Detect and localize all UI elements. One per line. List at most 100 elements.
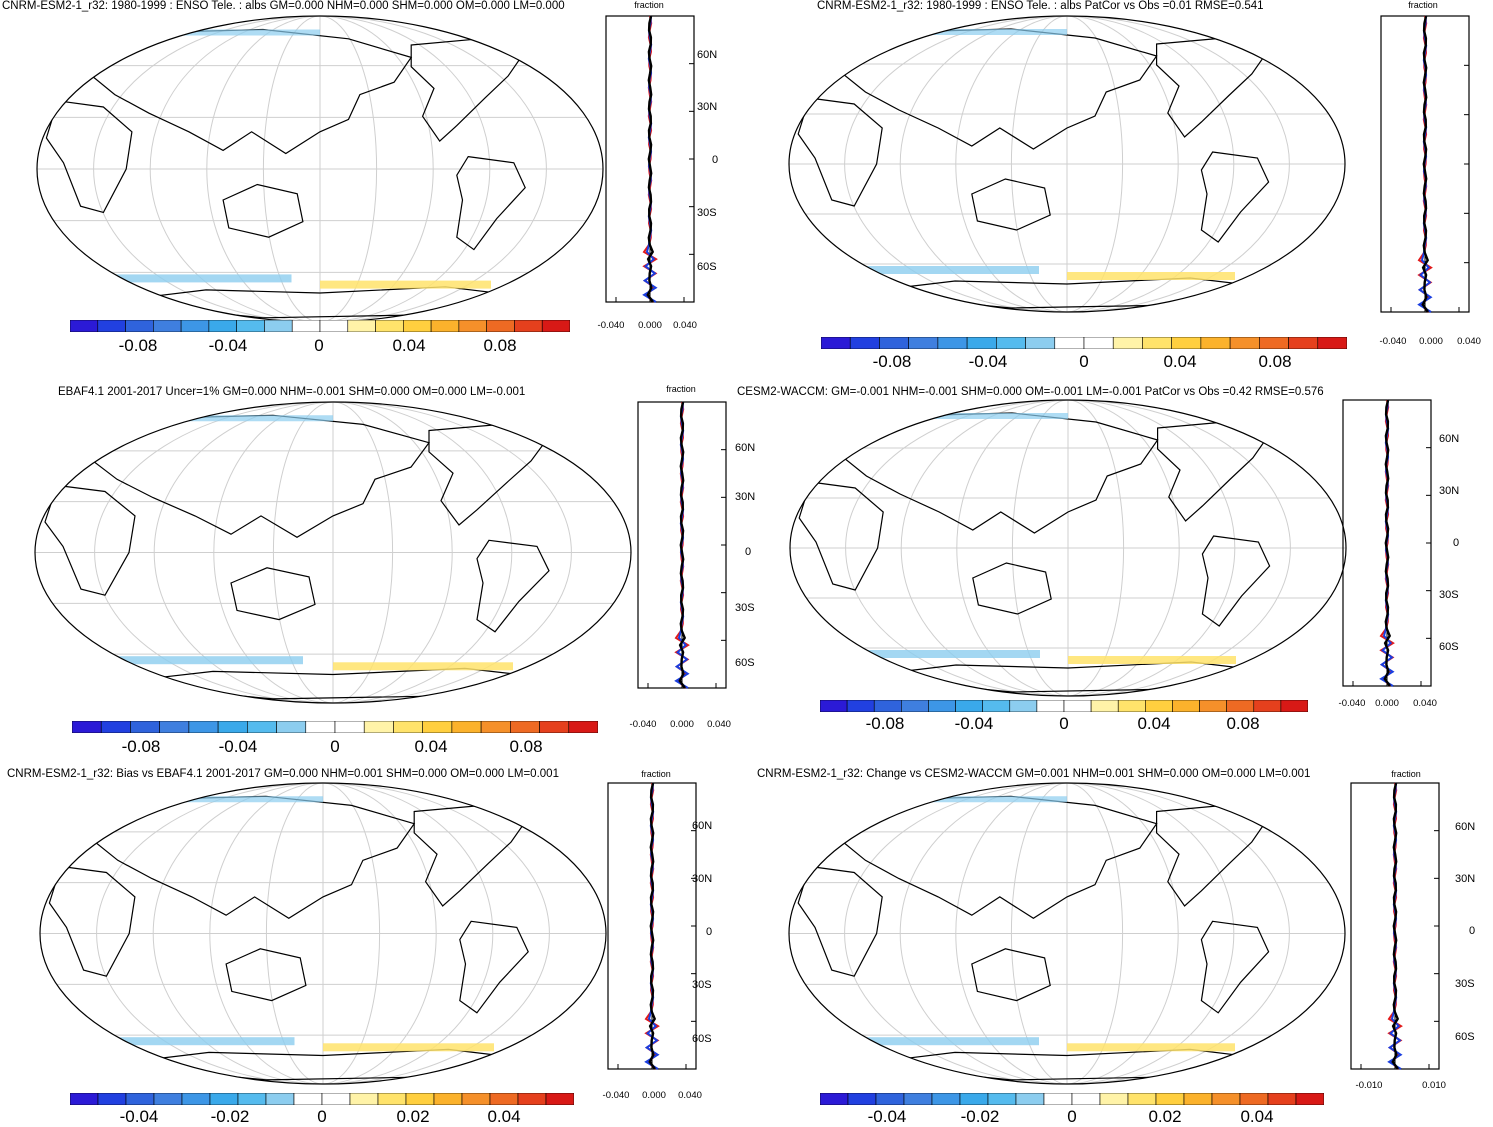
panel-observations-ebaf: EBAF4.1 2001-2017 Uncer=1% GM=0.000 NHM=… [0, 380, 755, 765]
profile-unit-label: fraction [641, 769, 671, 779]
colorbar-swatch [461, 1093, 491, 1105]
world-map [788, 782, 1346, 1085]
colorbar-swatch [1239, 1093, 1269, 1105]
lat-label: 30S [697, 207, 717, 219]
profile-x-tick: 0.000 [638, 320, 662, 331]
map-grid [790, 400, 1346, 696]
south-america-outline [459, 920, 529, 1014]
lat-label: 60S [735, 657, 755, 669]
colorbar-label: 0 [314, 336, 324, 355]
meridian-line [262, 16, 378, 322]
lat-label: 0 [1469, 925, 1476, 937]
anomaly-band [320, 280, 491, 289]
asia-outline [80, 414, 431, 538]
profile-x-tick: 0.000 [670, 719, 694, 730]
world-map [39, 782, 607, 1085]
colorbar-label: -0.02 [960, 1107, 1000, 1126]
world-map [36, 15, 604, 323]
colorbar-swatch [208, 320, 237, 332]
panel-change-vs-cesm2: CNRM-ESM2-1_r32: Change vs CESM2-WACCM G… [745, 765, 1493, 1126]
colorbar-swatch [875, 1093, 905, 1105]
colorbar-swatch [1211, 1093, 1241, 1105]
colorbar-swatch [1171, 337, 1202, 349]
profile-unit-label: fraction [634, 0, 664, 10]
lat-label: 60S [1439, 641, 1459, 653]
profile-x-tick: 0.040 [673, 320, 697, 331]
colorbar-swatch [153, 1093, 183, 1105]
lat-label: 60S [692, 1033, 712, 1045]
colorbar-swatch [489, 1093, 519, 1105]
anomaly-band [1067, 272, 1235, 280]
colorbar-swatch [1112, 337, 1143, 349]
panel-title: EBAF4.1 2001-2017 Uncer=1% GM=0.000 NHM=… [58, 386, 526, 398]
anomaly-band [333, 662, 513, 671]
lat-label: 0 [1453, 537, 1460, 549]
colorbar [821, 337, 1347, 349]
colorbar-swatch [1015, 1093, 1045, 1105]
colorbar-swatch [982, 700, 1011, 712]
colorbar-label: -0.08 [118, 336, 158, 355]
profile-x-tick: 0.040 [1457, 336, 1481, 347]
anomaly-band [149, 29, 320, 36]
colorbar-swatch [849, 337, 880, 349]
map-border [39, 782, 607, 1085]
anomaly-band [153, 415, 333, 422]
colorbar-label: 0.08 [483, 336, 517, 355]
africa-outline [44, 484, 136, 596]
colorbar-swatch [125, 1093, 155, 1105]
colorbar-swatch [1009, 700, 1038, 712]
colorbar-swatch [1071, 1093, 1101, 1105]
australia-outline [225, 948, 307, 1002]
colorbar-swatch [879, 337, 909, 349]
profile-x-tick: -0.040 [629, 719, 657, 730]
colorbar-swatch [70, 320, 99, 332]
colorbar-swatch [820, 700, 848, 712]
colorbar-swatch [820, 1093, 849, 1105]
colorbar-label: 0 [1059, 714, 1069, 733]
colorbar-swatch [1127, 1093, 1157, 1105]
colorbar-label: -0.08 [121, 737, 161, 756]
world-map [34, 401, 632, 704]
colorbar-swatch [236, 320, 265, 332]
meridian-line [900, 400, 1236, 696]
colorbar-swatch [291, 320, 321, 332]
anomaly-band [152, 796, 323, 803]
profile-x-tick: 0.000 [642, 1090, 666, 1101]
colorbar-swatch [1288, 337, 1319, 349]
colorbar-swatch [966, 337, 997, 349]
map-border [788, 15, 1346, 313]
colorbar-swatch [996, 337, 1026, 349]
colorbar-swatch [545, 1093, 574, 1105]
colorbar-label: -0.04 [208, 336, 248, 355]
australia-outline [972, 562, 1052, 615]
anomaly-band [95, 1037, 295, 1046]
colorbar-swatch [959, 1093, 989, 1105]
colorbar-swatch [237, 1093, 267, 1105]
colorbar-swatch [188, 721, 219, 733]
colorbar-label: 0.08 [1226, 714, 1260, 733]
colorbar-swatch [931, 1093, 961, 1105]
profile-x-tick: -0.010 [1355, 1080, 1383, 1091]
colorbar-label: 0.02 [1148, 1107, 1182, 1126]
meridian-line [1010, 16, 1124, 312]
colorbar-swatch [1083, 337, 1114, 349]
zonal-profile [607, 782, 697, 1070]
africa-outline [797, 865, 883, 977]
profile-unit-label: fraction [1391, 769, 1421, 779]
lat-label: 0 [706, 926, 713, 938]
lat-label: 60S [1455, 1031, 1475, 1043]
profile-x-tick: -0.040 [1379, 336, 1407, 347]
colorbar-swatch [403, 320, 432, 332]
panel-model-enso-patcor: CNRM-ESM2-1_r32: 1980-1999 : ENSO Tele. … [745, 0, 1493, 378]
australia-outline [971, 178, 1051, 231]
meridian-line [899, 783, 1235, 1084]
panel-model-enso-teleconnection: CNRM-ESM2-1_r32: 1980-1999 : ENSO Tele. … [0, 0, 740, 372]
colorbar-label: -0.04 [218, 737, 258, 756]
map-grid [789, 783, 1345, 1084]
colorbar-label: 0.04 [1137, 714, 1171, 733]
colorbar-label: 0.04 [392, 336, 426, 355]
colorbar-swatch [181, 1093, 211, 1105]
profile-x-tick: -0.040 [602, 1090, 630, 1101]
profile-x-tick: 0.040 [678, 1090, 702, 1101]
lat-label: 0 [712, 154, 719, 166]
